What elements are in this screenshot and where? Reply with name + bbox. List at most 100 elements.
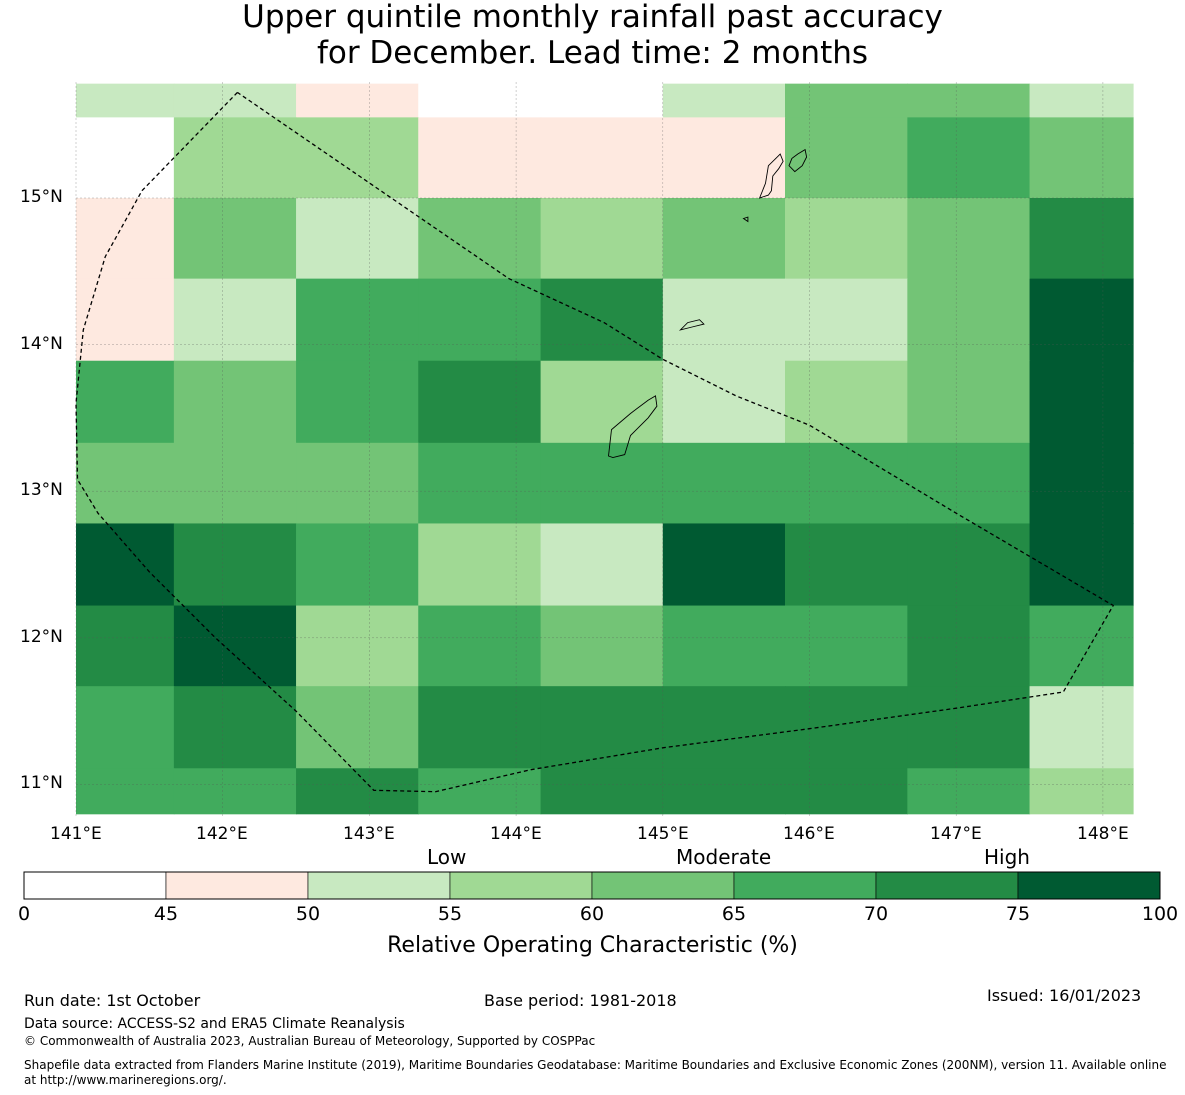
lat-label-13n: 13°N [20, 480, 63, 500]
grid-cell [76, 605, 175, 687]
colorbar-tick: 70 [863, 903, 889, 925]
colorbar-segment [733, 871, 877, 900]
colorbar-tick: 100 [1141, 903, 1179, 925]
grid-cell [540, 117, 664, 199]
category-moderate-label: Moderate [676, 845, 772, 869]
grid-cell [907, 442, 1031, 525]
grid-cell [540, 686, 664, 769]
grid-cell [418, 117, 542, 199]
island-outline [678, 319, 705, 331]
lat-label-15n: 15°N [20, 187, 63, 207]
lat-label-12n: 12°N [20, 627, 63, 647]
lat-label-11n: 11°N [20, 773, 63, 793]
grid-cell [1029, 523, 1134, 607]
colorbar-segment [591, 871, 735, 900]
grid-cell [540, 83, 664, 118]
grid-cell [540, 523, 664, 607]
grid-cell [76, 768, 175, 815]
grid-cell [785, 198, 908, 280]
lon-label-146e: 146°E [783, 824, 835, 844]
grid-cell [662, 83, 786, 118]
grid-cell [296, 686, 419, 769]
grid-cell [1029, 83, 1134, 118]
grid-cell [76, 442, 175, 525]
colorbar-tick: 0 [17, 903, 31, 925]
colorbar-tick: 50 [295, 903, 321, 925]
colorbar-tick: 75 [1005, 903, 1031, 925]
base-period: Base period: 1981-2018 [484, 991, 677, 1010]
colorbar-segment [307, 871, 451, 900]
grid-cell [296, 360, 419, 444]
lon-label-142e: 142°E [196, 824, 248, 844]
grid-cell [173, 768, 297, 815]
grid-cell [662, 523, 786, 607]
grid-cell [540, 198, 664, 280]
grid-cell [907, 83, 1031, 118]
lon-label-141e: 141°E [50, 824, 102, 844]
grid-cell [907, 278, 1031, 362]
grid-cell [1029, 360, 1134, 444]
grid-cell [907, 117, 1031, 199]
grid-cell [418, 278, 542, 362]
data-source: Data source: ACCESS-S2 and ERA5 Climate … [24, 1016, 405, 1032]
grid-cell [662, 605, 786, 687]
colorbar-outline [23, 871, 1161, 900]
grid-cell [296, 83, 419, 118]
grid-cell [76, 198, 175, 280]
grid-cell [76, 117, 175, 199]
grid-cell [785, 442, 908, 525]
colorbar-label: Relative Operating Characteristic (%) [387, 933, 798, 958]
grid-cell [540, 768, 664, 815]
grid-cell [418, 198, 542, 280]
grid-cell [173, 117, 297, 199]
grid-cell [76, 686, 175, 769]
grid-cell [296, 605, 419, 687]
grid-cell [76, 83, 175, 118]
grid-cell [907, 686, 1031, 769]
grid-cell [907, 768, 1031, 815]
grid-cell [907, 360, 1031, 444]
grid-cell [296, 442, 419, 525]
graticule [75, 82, 1133, 816]
grid-cell [907, 605, 1031, 687]
copyright-notice: © Commonwealth of Australia 2023, Austra… [24, 1034, 596, 1048]
issued-date: Issued: 16/01/2023 [987, 986, 1142, 1005]
grid-cell [540, 360, 664, 444]
rainfall-accuracy-grid [76, 83, 1134, 815]
grid-cell [418, 605, 542, 687]
grid-cell [173, 83, 297, 118]
colorbar-segment [23, 871, 167, 900]
grid-cell [785, 523, 908, 607]
colorbar [23, 871, 1161, 900]
grid-cell [296, 523, 419, 607]
grid-cell [1029, 278, 1134, 362]
grid-cell [418, 686, 542, 769]
grid-cell [785, 686, 908, 769]
grid-cell [785, 117, 908, 199]
grid-cell [76, 278, 175, 362]
lon-label-145e: 145°E [637, 824, 689, 844]
colorbar-tick: 45 [153, 903, 179, 925]
shapefile-credit: Shapefile data extracted from Flanders M… [24, 1058, 1167, 1087]
grid-cell [662, 686, 786, 769]
grid-cell [540, 278, 664, 362]
grid-cell [76, 360, 175, 444]
grid-cell [173, 686, 297, 769]
island-outline [742, 216, 749, 223]
grid-cell [418, 83, 542, 118]
colorbar-segment [449, 871, 593, 900]
colorbar-tick: 55 [437, 903, 463, 925]
grid-cell [785, 360, 908, 444]
grid-cell [173, 198, 297, 280]
lon-label-143e: 143°E [343, 824, 395, 844]
grid-cell [296, 768, 419, 815]
grid-cell [540, 442, 664, 525]
grid-cell [1029, 442, 1134, 525]
lon-label-144e: 144°E [490, 824, 542, 844]
grid-cell [173, 605, 297, 687]
lon-label-147e: 147°E [930, 824, 982, 844]
grid-cell [662, 360, 786, 444]
island-coastlines [608, 148, 808, 458]
grid-cell [1029, 686, 1134, 769]
grid-cell [785, 278, 908, 362]
